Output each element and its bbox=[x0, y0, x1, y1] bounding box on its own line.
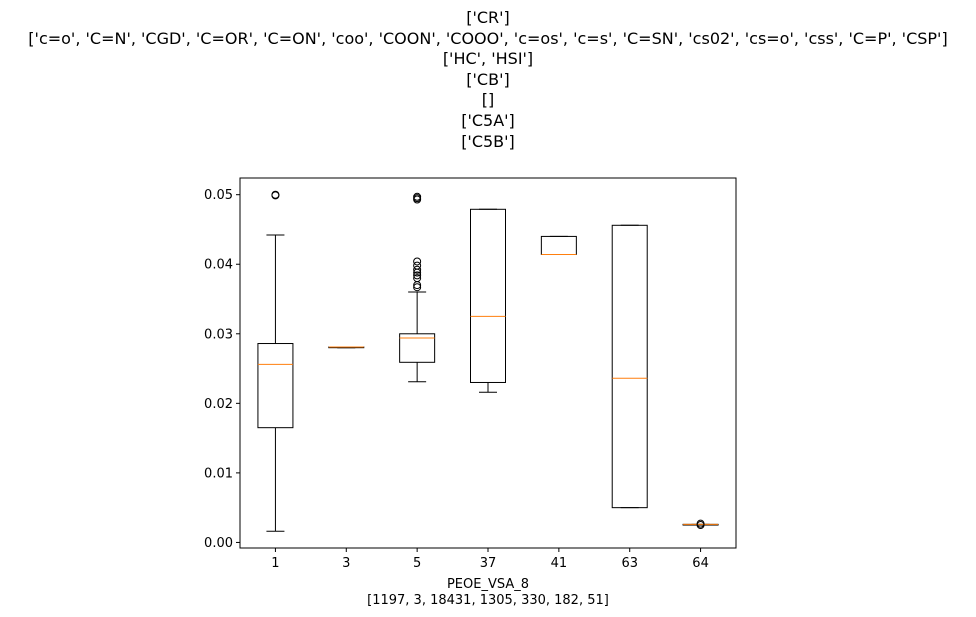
flier-point bbox=[413, 192, 422, 201]
chart-title: ['CR'] ['c=o', 'C=N', 'CGD', 'C=OR', 'C=… bbox=[0, 8, 976, 152]
title-line-5: [] bbox=[481, 90, 495, 110]
y-tick-label: 0.05 bbox=[204, 188, 233, 203]
flier-point bbox=[413, 261, 422, 270]
x-tick-label: 37 bbox=[480, 556, 497, 571]
box-group-41 bbox=[540, 235, 577, 256]
title-line-6: ['C5A'] bbox=[461, 110, 515, 130]
y-tick-label: 0.04 bbox=[204, 258, 233, 273]
x-tick-label: 3 bbox=[342, 556, 350, 571]
flier-point bbox=[413, 271, 422, 280]
x-tick-label: 41 bbox=[551, 556, 568, 571]
title-line-4: ['CB'] bbox=[466, 69, 510, 89]
box-group-3 bbox=[328, 346, 365, 349]
plot-area bbox=[239, 177, 737, 549]
y-axis: 0.00 0.01 0.02 0.03 0.04 0.05 bbox=[204, 188, 240, 551]
box-group-37 bbox=[470, 208, 506, 393]
title-line-7: ['C5B'] bbox=[461, 131, 515, 151]
y-tick-label: 0.03 bbox=[204, 327, 233, 342]
flier-point bbox=[271, 190, 280, 199]
box-group-5 bbox=[399, 192, 436, 383]
flier-point bbox=[413, 274, 422, 283]
box bbox=[540, 235, 577, 256]
x-tick-label: 5 bbox=[413, 556, 421, 571]
title-line-2: ['c=o', 'C=N', 'CGD', 'C=OR', 'C=ON', 'c… bbox=[28, 28, 948, 48]
x-tick-label: 63 bbox=[621, 556, 638, 571]
box-group-63 bbox=[611, 224, 648, 509]
title-line-1: ['CR'] bbox=[466, 8, 510, 27]
box-group-64 bbox=[682, 519, 719, 530]
axes-frame bbox=[239, 177, 737, 549]
box bbox=[470, 208, 506, 383]
box bbox=[257, 343, 294, 429]
flier-point bbox=[413, 257, 422, 266]
y-tick-label: 0.01 bbox=[204, 466, 233, 481]
x-tick-label: 64 bbox=[692, 556, 709, 571]
box bbox=[611, 224, 648, 509]
box bbox=[399, 333, 436, 363]
x-axis: 1 3 5 37 41 63 64 bbox=[271, 548, 709, 571]
x-axis-sublabel: [1197, 3, 18431, 1305, 330, 182, 51] bbox=[367, 593, 609, 608]
title-line-3: ['HC', 'HSI'] bbox=[442, 49, 534, 69]
flier-point bbox=[696, 519, 705, 528]
x-axis-label: PEOE_VSA_8 bbox=[447, 577, 529, 592]
flier-point bbox=[413, 283, 422, 292]
y-tick-label: 0.00 bbox=[204, 536, 233, 551]
x-tick-label: 1 bbox=[271, 556, 279, 571]
y-tick-label: 0.02 bbox=[204, 397, 233, 412]
box-group-1 bbox=[257, 190, 294, 532]
flier-point bbox=[413, 265, 422, 274]
